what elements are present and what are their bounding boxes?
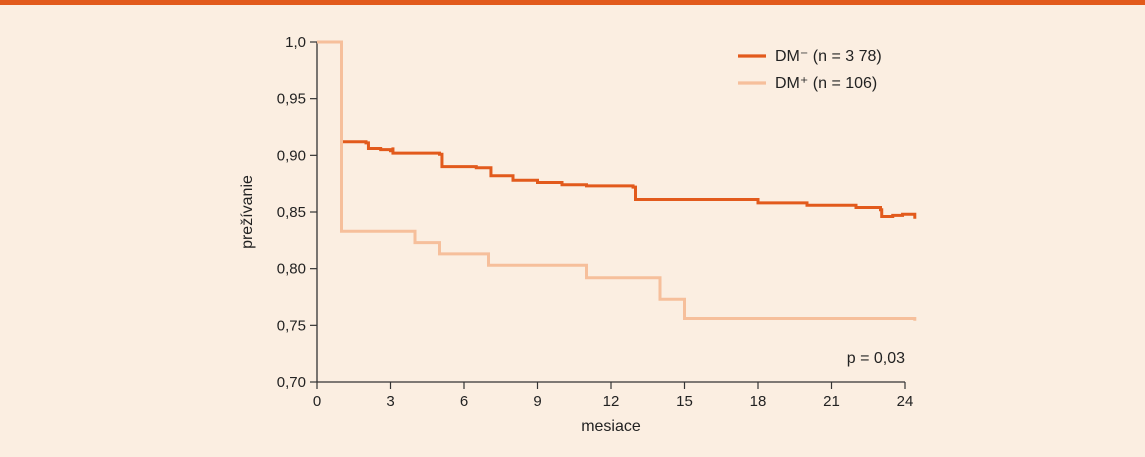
x-ticks: 0 3 6 9 12 15 18 21 24 — [313, 382, 914, 410]
legend: DM⁻ (n = 3 78) DM⁺ (n = 106) — [738, 48, 882, 92]
series-line-dm-plus — [317, 40, 917, 321]
x-tick-label: 9 — [533, 393, 541, 410]
series-layer — [317, 40, 917, 321]
y-tick-label: 0,70 — [277, 374, 306, 391]
y-ticks: 0,70 0,75 0,80 0,85 0,90 0,95 1,0 — [277, 34, 317, 391]
series-line-dm-minus — [317, 40, 917, 219]
x-tick-label: 24 — [897, 393, 914, 410]
legend-label-dm-minus: DM⁻ (n = 3 78) — [775, 48, 882, 65]
x-tick-label: 0 — [313, 393, 321, 410]
p-value-annotation: p = 0,03 — [847, 350, 905, 367]
y-tick-label: 1,0 — [285, 34, 306, 51]
x-axis-title: mesiace — [581, 418, 641, 435]
legend-label-dm-plus: DM⁺ (n = 106) — [775, 75, 877, 92]
legend-item-dm-minus: DM⁻ (n = 3 78) — [738, 48, 882, 65]
top-accent-bar — [0, 0, 1145, 5]
y-tick-label: 0,85 — [277, 204, 306, 221]
axes — [316, 42, 905, 383]
y-tick-label: 0,80 — [277, 261, 306, 278]
x-tick-label: 6 — [460, 393, 468, 410]
legend-item-dm-plus: DM⁺ (n = 106) — [738, 75, 877, 92]
y-tick-label: 0,75 — [277, 317, 306, 334]
x-tick-label: 3 — [386, 393, 394, 410]
x-tick-label: 18 — [750, 393, 767, 410]
x-tick-label: 12 — [603, 393, 620, 410]
y-tick-label: 0,95 — [277, 91, 306, 108]
y-tick-label: 0,90 — [277, 147, 306, 164]
x-tick-label: 21 — [823, 393, 840, 410]
y-axis-title: prežívanie — [239, 175, 256, 249]
x-tick-label: 15 — [676, 393, 693, 410]
